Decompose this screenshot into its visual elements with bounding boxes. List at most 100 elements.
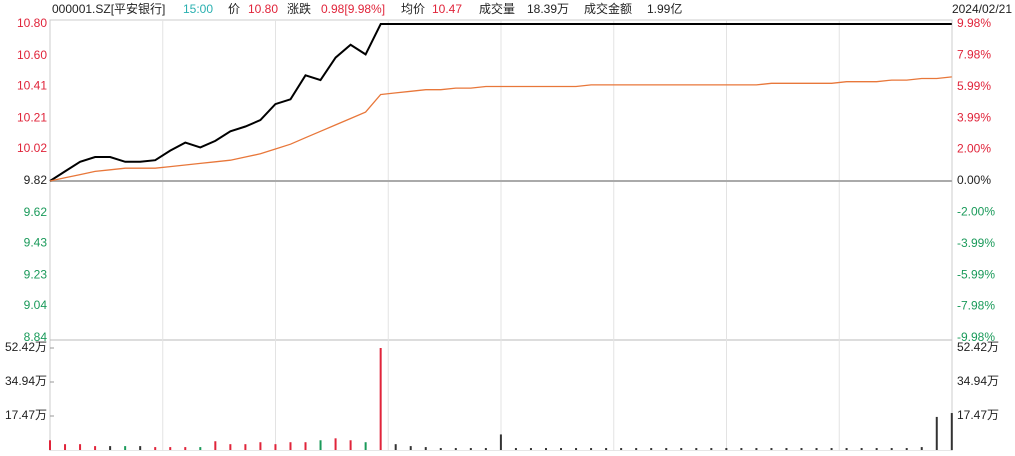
vol-tick-label-right: 52.42万 xyxy=(957,340,999,354)
label: 成交金额 xyxy=(584,1,632,16)
y-tick-label: 9.43 xyxy=(24,236,48,250)
volume-bar xyxy=(860,448,863,450)
volume-bar xyxy=(49,440,51,450)
volume-bar xyxy=(695,448,698,450)
volume-bar xyxy=(169,447,172,450)
vol-tick-label: 34.94万 xyxy=(5,374,47,388)
volume-bar xyxy=(785,448,788,450)
y2-tick-label: 9.98% xyxy=(957,16,991,30)
volume-bar xyxy=(815,448,818,450)
price-line xyxy=(49,23,952,182)
volume-bar xyxy=(289,442,292,450)
volume-bar xyxy=(454,448,457,450)
label: 成交量 xyxy=(479,1,515,16)
volume-bar xyxy=(560,448,563,450)
volume-bar xyxy=(905,448,908,450)
volume-bar xyxy=(109,446,112,450)
volume-bar xyxy=(319,440,322,450)
y2-tick-label: -3.99% xyxy=(957,236,995,250)
volume-bar xyxy=(154,447,157,450)
volume-bar xyxy=(199,447,202,450)
volume-bar xyxy=(184,447,187,450)
header: 000001.SZ[平安银行] 15:00 价 10.80 涨跌 0.98[9.… xyxy=(52,1,682,16)
volume-bar xyxy=(439,448,442,450)
price: 10.80 xyxy=(248,2,278,16)
y2-tick-label: -9.98% xyxy=(957,330,995,344)
volume-bar xyxy=(755,448,758,450)
volume-bar xyxy=(259,442,262,450)
label: 均价 xyxy=(401,2,425,16)
volume-bar xyxy=(214,441,217,450)
y2-tick-label: -5.99% xyxy=(957,267,995,281)
volume-bar xyxy=(364,442,367,450)
y2-tick-label: -2.00% xyxy=(957,205,995,219)
y-tick-label: 10.60 xyxy=(17,48,47,62)
y-tick-label: 10.41 xyxy=(17,79,47,93)
volume-bar xyxy=(529,448,532,450)
volume-bar xyxy=(469,448,472,450)
volume-bar xyxy=(875,448,878,450)
volume-bar xyxy=(424,447,427,450)
y-tick-label: 8.84 xyxy=(24,330,48,344)
volume-bar xyxy=(845,448,848,450)
volume-bar xyxy=(590,448,593,450)
vol-tick-label: 17.47万 xyxy=(5,408,47,422)
volume-bar xyxy=(710,448,713,450)
price-line xyxy=(49,76,952,182)
vol: 18.39万 xyxy=(527,2,569,16)
y-tick-label: 10.21 xyxy=(17,111,47,125)
volume-bar xyxy=(770,448,773,450)
y2-tick-label: 5.99% xyxy=(957,79,991,93)
amount: 1.99亿 xyxy=(647,1,682,16)
volume-bar xyxy=(514,448,517,450)
volume-bar xyxy=(79,444,82,450)
time: 15:00 xyxy=(183,2,213,16)
volume-bar xyxy=(409,446,412,450)
date: 2024/02/21 xyxy=(952,2,1012,16)
volume-bar xyxy=(229,444,232,450)
vol-tick-label: 52.42万 xyxy=(5,340,47,354)
volume-bar xyxy=(665,448,668,450)
volume-bar xyxy=(484,448,487,450)
volume-bar xyxy=(620,448,623,450)
y2-tick-label: 2.00% xyxy=(957,142,991,156)
volume-bar xyxy=(920,447,923,450)
y-tick-label: 9.62 xyxy=(24,205,48,219)
volume-bar xyxy=(124,446,127,450)
volume-bar xyxy=(680,448,683,450)
volume-bar xyxy=(890,448,893,450)
y2-tick-label: 3.99% xyxy=(957,110,991,124)
label: 价 xyxy=(228,2,240,16)
volume-bar xyxy=(605,448,608,450)
volume-bar xyxy=(274,444,277,450)
volume-bar xyxy=(349,440,352,450)
volume-bar xyxy=(740,448,743,450)
y-tick-label: 10.80 xyxy=(17,16,47,30)
volume-bar xyxy=(64,444,67,450)
y2-tick-label: 0.00% xyxy=(957,173,991,187)
volume-bar xyxy=(394,444,397,450)
vol-tick-label-right: 17.47万 xyxy=(957,408,999,422)
y-tick-label: 9.82 xyxy=(24,173,48,187)
volume-bar xyxy=(950,413,953,450)
y-tick-label: 10.02 xyxy=(17,141,47,155)
volume-bar xyxy=(544,448,547,450)
y2-tick-label: 7.98% xyxy=(957,48,991,62)
y2-tick-label: -7.98% xyxy=(957,299,995,313)
vol-tick-label-right: 34.94万 xyxy=(957,374,999,388)
volume-bar xyxy=(139,446,142,450)
volume-bar xyxy=(94,446,97,450)
volume-bar xyxy=(499,434,502,450)
volume-bar xyxy=(379,348,382,450)
y-tick-label: 9.23 xyxy=(24,268,48,282)
volume-bar xyxy=(725,448,728,450)
volume-bar xyxy=(830,448,833,450)
avg: 10.47 xyxy=(432,2,462,16)
volume-bar xyxy=(650,448,653,450)
label: 涨跌 xyxy=(287,1,311,16)
change: 0.98[9.98%] xyxy=(321,2,385,16)
volume-bar xyxy=(334,438,337,450)
y-tick-label: 9.04 xyxy=(24,298,48,312)
volume-bar xyxy=(575,448,578,450)
